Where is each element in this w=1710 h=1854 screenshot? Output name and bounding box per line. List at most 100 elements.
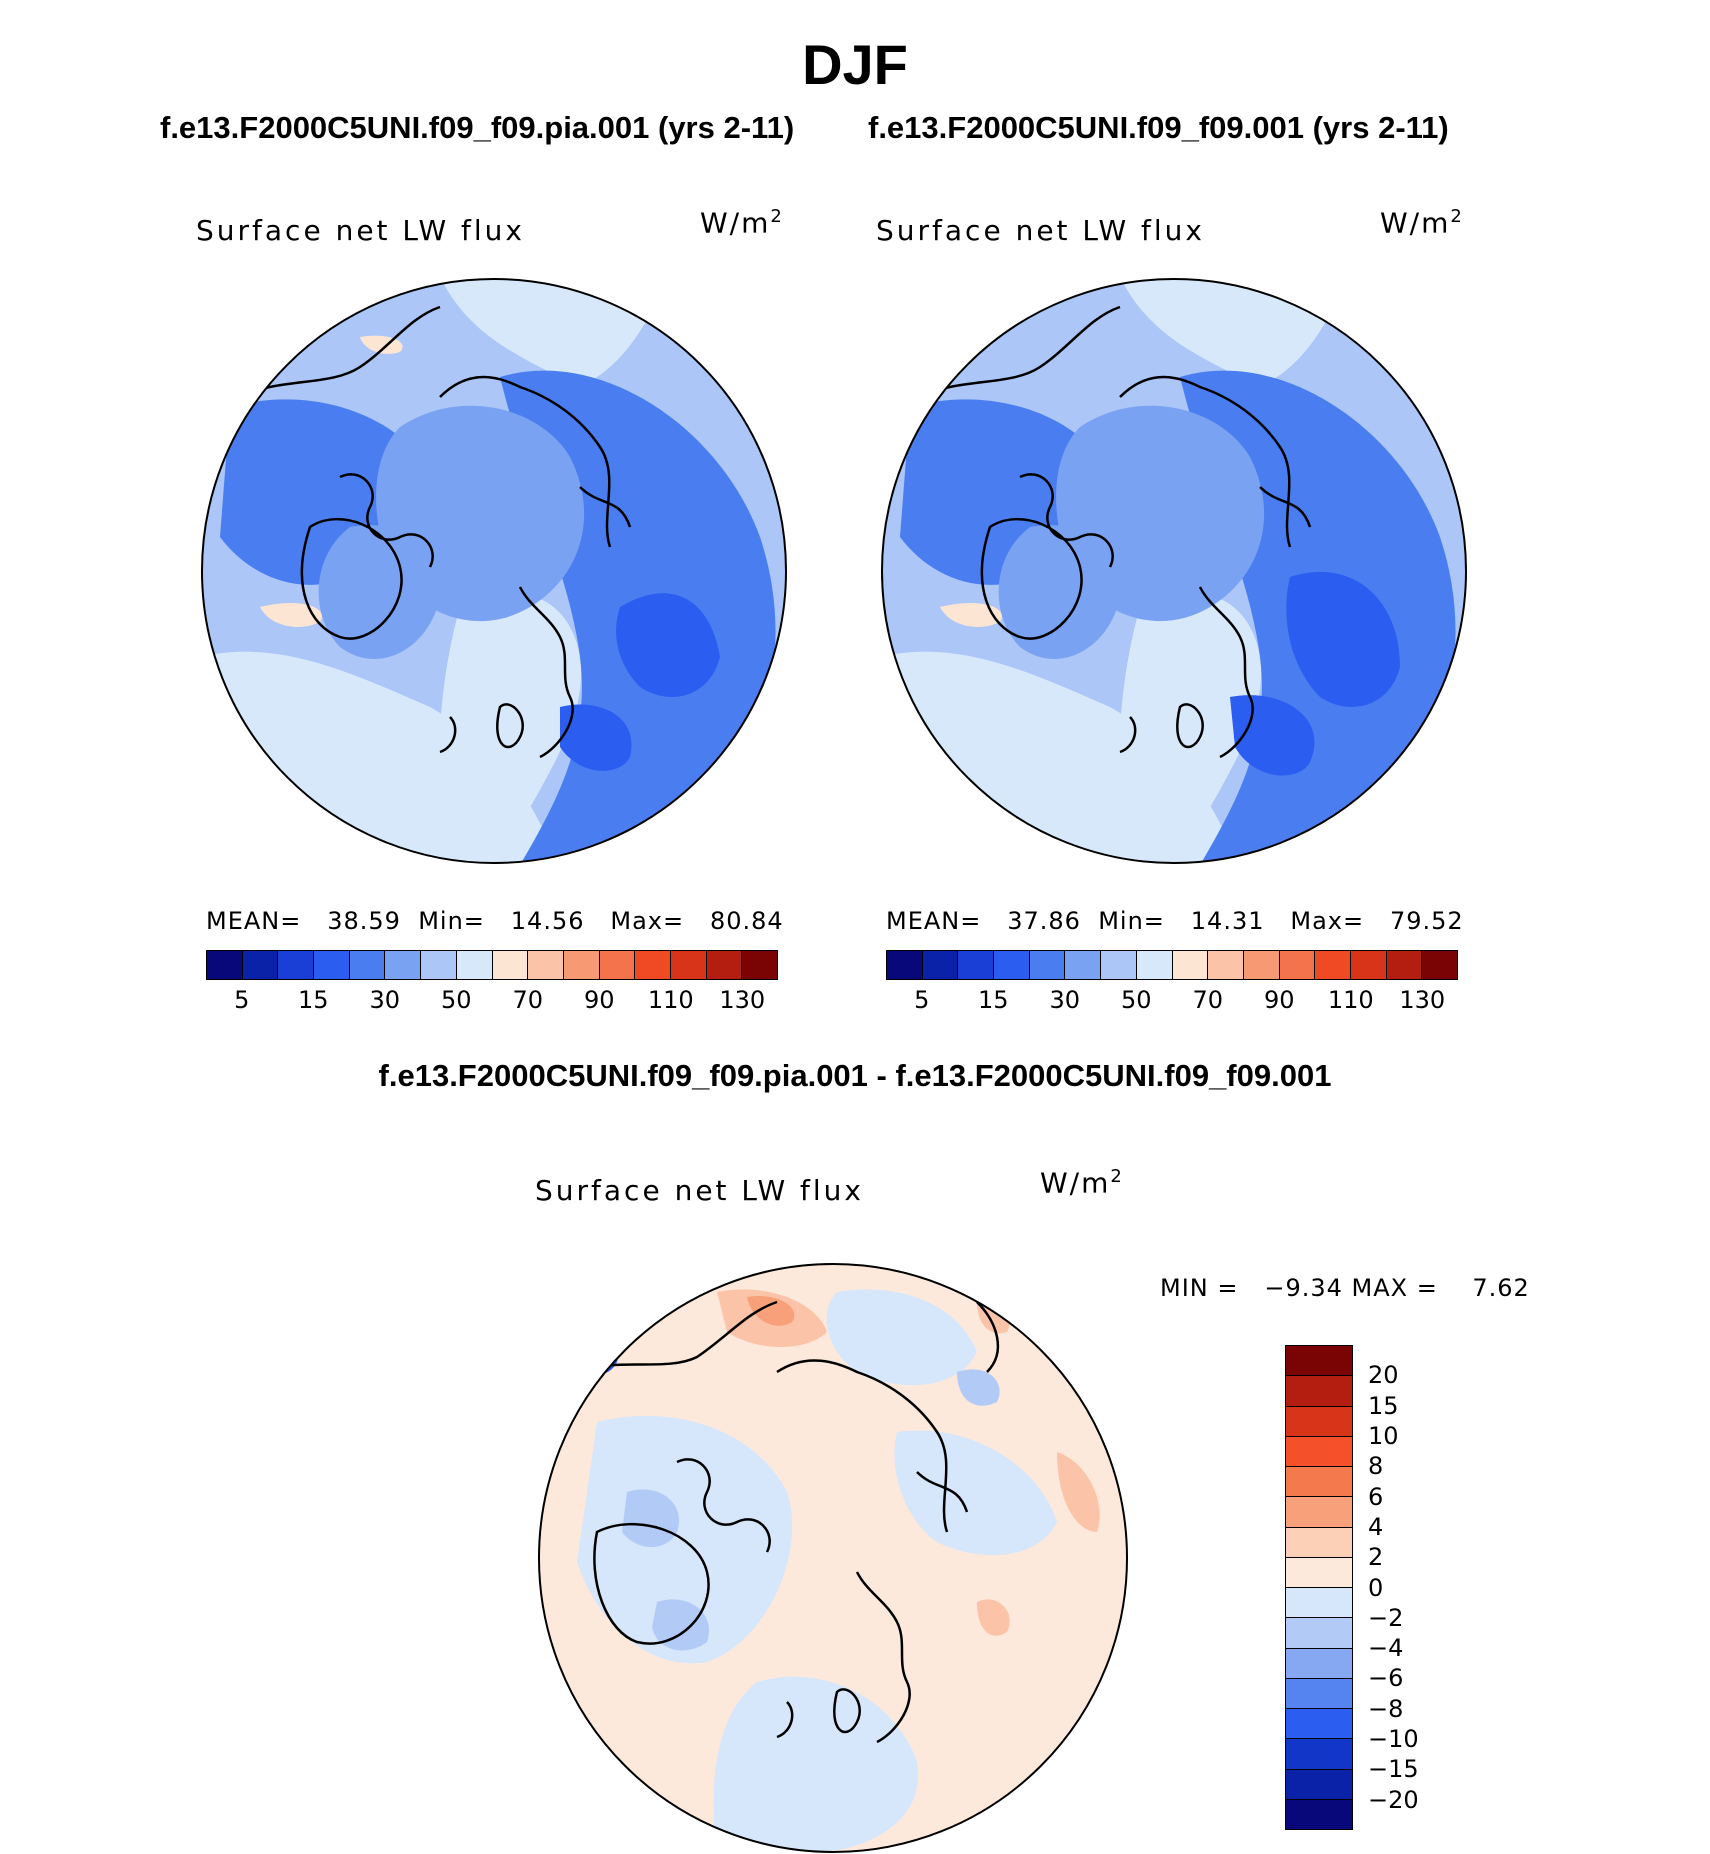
panel-1-case-title: f.e13.F2000C5UNI.f09_f09.pia.001 (yrs 2-… [160, 110, 795, 145]
diff-cool2-region-3 [957, 1369, 1000, 1406]
colorbar-tick-label: 50 [440, 986, 472, 1014]
siberia-deep-region [1286, 571, 1400, 707]
colorbar-tick-label: 6 [1368, 1482, 1384, 1511]
diff-cool2-region [622, 1489, 679, 1547]
colorbar-swatch [599, 951, 636, 979]
colorbar-swatch [492, 951, 529, 979]
colorbar-swatch [456, 951, 493, 979]
panel-1-stats: MEAN= 38.59 Min= 14.56 Max= 80.84 [206, 907, 784, 935]
diff-cool-region-3 [826, 1289, 977, 1386]
diff-warm2-region [747, 1296, 795, 1326]
colorbar-tick-label: −6 [1368, 1664, 1404, 1693]
difference-colorbar [1285, 1345, 1353, 1830]
colorbar-tick-label: 8 [1368, 1452, 1384, 1481]
colorbar-swatch [887, 951, 923, 979]
colorbar-tick-label: 15 [297, 986, 329, 1014]
colorbar-tick-label: 20 [1368, 1361, 1399, 1390]
panel-2-units: W/m2 [1380, 206, 1464, 240]
difference-stats: MIN = −9.34 MAX = 7.62 [1160, 1274, 1530, 1302]
panel-1-units: W/m2 [700, 206, 784, 240]
colorbar-swatch [1315, 951, 1351, 979]
colorbar-swatch [421, 951, 457, 979]
siberia-deep-region [616, 593, 720, 697]
colorbar-swatch [1350, 951, 1387, 979]
colorbar-swatch [1065, 951, 1102, 979]
colorbar-tick-label: 5 [914, 986, 930, 1014]
atlantic-region-2 [439, 593, 582, 863]
colorbar-tick-label: −4 [1368, 1634, 1404, 1663]
colorbar-tick-label: 90 [1263, 986, 1295, 1014]
panel-1-colorbar-ticks: 5 15 30 50 70 90 110 130 [206, 986, 778, 1016]
colorbar-swatch [706, 951, 743, 979]
colorbar-swatch [1286, 1376, 1352, 1407]
diff-warm-region-2 [1057, 1452, 1100, 1532]
colorbar-swatch [1279, 951, 1316, 979]
colorbar-swatch [1286, 1769, 1352, 1800]
colorbar-swatch [1286, 1436, 1352, 1467]
atlantic-region-2 [1119, 593, 1262, 863]
difference-variable-label: Surface net LW flux [535, 1174, 864, 1207]
panel-2-case-title: f.e13.F2000C5UNI.f09_f09.001 (yrs 2-11) [868, 110, 1449, 145]
colorbar-swatch [635, 951, 671, 979]
colorbar-swatch [670, 951, 707, 979]
colorbar-swatch [207, 951, 243, 979]
panel-1-colorbar [206, 950, 778, 980]
panel-2-polar-map [881, 278, 1467, 864]
colorbar-swatch [1286, 1709, 1352, 1740]
colorbar-tick-label: −2 [1368, 1603, 1404, 1632]
colorbar-swatch [1286, 1618, 1352, 1649]
panel-1-polar-map [201, 278, 787, 864]
colorbar-swatch [1286, 1648, 1352, 1679]
colorbar-swatch [242, 951, 279, 979]
colorbar-tick-label: 130 [1399, 986, 1446, 1014]
colorbar-tick-label: 30 [1049, 986, 1081, 1014]
colorbar-swatch [314, 951, 350, 979]
colorbar-swatch [385, 951, 422, 979]
coastlines [239, 305, 632, 759]
colorbar-tick-label: 15 [1368, 1391, 1399, 1420]
colorbar-swatch [563, 951, 600, 979]
colorbar-tick-label: 130 [719, 986, 766, 1014]
coastlines [919, 305, 1312, 759]
panel-1-variable-label: Surface net LW flux [196, 214, 525, 247]
colorbar-swatch [278, 951, 315, 979]
colorbar-swatch [1208, 951, 1244, 979]
colorbar-tick-label: 70 [1192, 986, 1224, 1014]
colorbar-tick-label: 70 [512, 986, 544, 1014]
colorbar-swatch [1286, 1527, 1352, 1558]
coastlines [576, 1300, 1000, 1744]
colorbar-swatch [1422, 951, 1457, 979]
diff-deep-blue-corner [577, 1331, 619, 1374]
panel-2-colorbar-ticks: 5 15 30 50 70 90 110 130 [886, 986, 1458, 1016]
colorbar-tick-label: 110 [1327, 986, 1374, 1014]
colorbar-tick-label: 0 [1368, 1573, 1384, 1602]
colorbar-tick-label: 5 [234, 986, 250, 1014]
colorbar-tick-label: 90 [583, 986, 615, 1014]
colorbar-swatch [1286, 1739, 1352, 1770]
colorbar-swatch [1172, 951, 1209, 979]
warm-patch [260, 602, 322, 627]
difference-title: f.e13.F2000C5UNI.f09_f09.pia.001 - f.e13… [378, 1058, 1332, 1093]
diff-warm-region-3 [977, 1599, 1010, 1636]
difference-units: W/m2 [1040, 1166, 1124, 1200]
colorbar-swatch [1136, 951, 1173, 979]
panel-2-variable-label: Surface net LW flux [876, 214, 1205, 247]
colorbar-swatch [742, 951, 777, 979]
colorbar-swatch [1286, 1467, 1352, 1498]
colorbar-tick-label: 50 [1120, 986, 1152, 1014]
colorbar-swatch [1286, 1346, 1352, 1377]
colorbar-swatch [922, 951, 959, 979]
colorbar-tick-label: 30 [369, 986, 401, 1014]
difference-polar-map [538, 1263, 1128, 1853]
colorbar-swatch [349, 951, 386, 979]
colorbar-tick-label: 10 [1368, 1421, 1399, 1450]
colorbar-swatch [1286, 1406, 1352, 1437]
colorbar-swatch [958, 951, 995, 979]
difference-colorbar-ticks: 20 15 10 8 6 4 2 0 −2 −4 −6 −8 −10 −15 −20 [1368, 1345, 1448, 1830]
colorbar-tick-label: 15 [977, 986, 1009, 1014]
scandinavia-deep-region [560, 704, 632, 771]
colorbar-swatch [1286, 1799, 1352, 1829]
diff-cool2-region-2 [652, 1599, 709, 1651]
colorbar-swatch [1243, 951, 1280, 979]
colorbar-tick-label: 110 [647, 986, 694, 1014]
